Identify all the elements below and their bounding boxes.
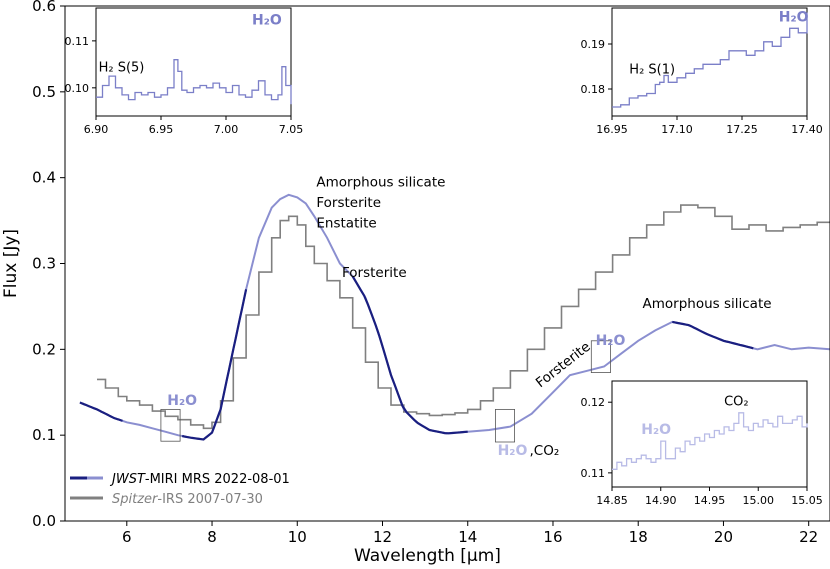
inset-annotation: H₂ S(5)	[99, 60, 145, 75]
inset-x-tick-label: 17.40	[791, 123, 823, 136]
zoom-box-0	[160, 408, 181, 442]
x-tick-label: 18	[629, 528, 648, 546]
inset-x-tick-label: 14.85	[596, 494, 628, 507]
y-tick-label: 0.3	[32, 255, 56, 273]
inset-y-tick-label: 0.19	[581, 38, 606, 51]
series-jwst-dark-segment-1	[181, 289, 248, 441]
x-axis-label: Wavelength [μm]	[354, 546, 501, 566]
x-tick-label: 20	[714, 528, 733, 546]
annotation-label: Enstatite	[316, 215, 376, 231]
x-tick-label: 12	[373, 528, 392, 546]
inset-x-tick-label: 7.00	[214, 123, 239, 136]
inset-annotation: H₂ S(1)	[629, 62, 675, 77]
inset-x-tick-label: 15.05	[791, 494, 823, 507]
series-jwst-dark-segment-2	[351, 275, 468, 435]
x-tick-label: 10	[288, 528, 307, 546]
y-tick-label: 0.5	[32, 83, 56, 101]
inset-annotation: H₂O	[252, 12, 282, 28]
y-tick-label: 0.1	[32, 426, 56, 444]
inset-1-frame	[611, 7, 808, 117]
inset-y-tick-label: 0.11	[581, 467, 606, 480]
inset-annotation: H₂O	[641, 422, 671, 438]
annotation-label: Amorphous silicate	[316, 174, 445, 190]
legend-instrument: Spitzer	[112, 492, 159, 507]
inset-y-tick-label: 0.10	[65, 82, 90, 95]
inset-y-tick-label: 0.11	[65, 35, 90, 48]
x-tick-label: 16	[543, 528, 562, 546]
inset-y-tick-label: 0.12	[581, 396, 606, 409]
inset-y-tick-label: 0.18	[581, 83, 606, 96]
x-tick-label: 22	[799, 528, 818, 546]
y-tick-label: 0.4	[32, 169, 56, 187]
zoom-box-2	[590, 340, 611, 373]
legend-rest: -MIRI MRS 2022-08-01	[145, 472, 290, 487]
zoom-box-1	[494, 408, 515, 443]
y-tick-label: 0.0	[32, 512, 56, 530]
inset-x-tick-label: 6.95	[149, 123, 174, 136]
x-tick-label: 6	[122, 528, 132, 546]
inset-x-tick-label: 14.90	[645, 494, 677, 507]
inset-annotation: H₂O	[779, 10, 809, 26]
legend-rest: -IRS 2007-07-30	[157, 492, 263, 507]
annotation-label: Forsterite	[316, 195, 381, 211]
y-tick-label: 0.2	[32, 340, 56, 358]
series-jwst-dark-segment-0	[79, 401, 123, 422]
inset-annotation: CO₂	[724, 395, 749, 410]
annotation-label: Amorphous silicate	[643, 296, 772, 312]
annotation-label: ,CO₂	[530, 443, 560, 459]
annotation-label: H₂O	[498, 443, 528, 459]
legend-label-0: JWST-MIRI MRS 2022-08-01	[109, 472, 290, 487]
inset-x-tick-label: 17.10	[661, 123, 693, 136]
x-tick-label: 8	[207, 528, 217, 546]
inset-x-tick-label: 7.05	[279, 123, 304, 136]
x-tick-label: 14	[458, 528, 477, 546]
legend-label-1: Spitzer-IRS 2007-07-30	[112, 492, 263, 507]
annotation-label: H₂O	[596, 333, 626, 349]
inset-x-tick-label: 14.95	[694, 494, 726, 507]
series-jwst-dark-segment-3	[672, 320, 754, 350]
y-tick-label: 0.6	[32, 0, 56, 15]
inset-x-tick-label: 15.00	[743, 494, 775, 507]
legend-instrument: JWST	[109, 472, 146, 487]
annotation-label: Forsterite	[342, 265, 407, 281]
inset-1-line	[612, 12, 808, 108]
annotation-label: H₂O	[167, 393, 197, 409]
inset-x-tick-label: 6.90	[84, 123, 109, 136]
inset-x-tick-label: 17.25	[726, 123, 758, 136]
inset-x-tick-label: 16.95	[596, 123, 628, 136]
y-axis-label: Flux [Jy]	[1, 229, 21, 298]
